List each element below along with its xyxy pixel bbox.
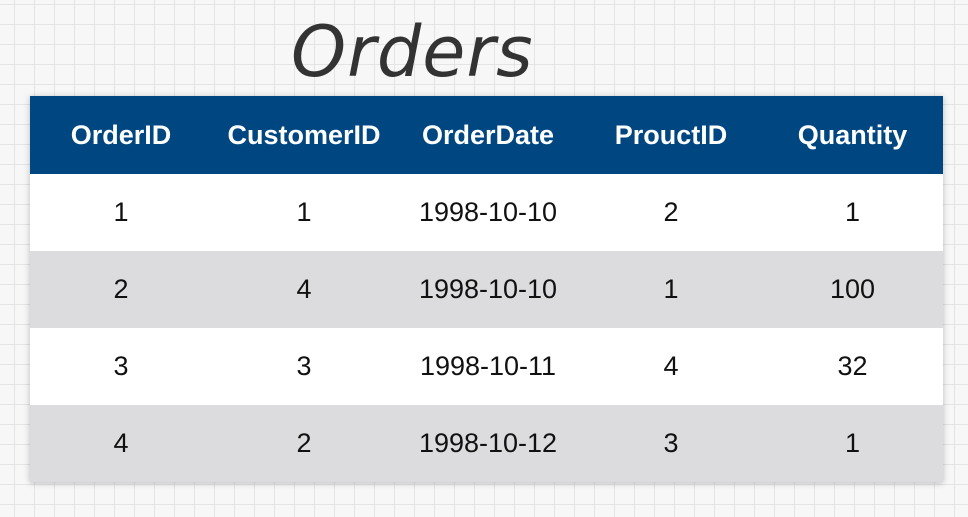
cell-customerid: 1 xyxy=(296,197,312,227)
cell-productid: 3 xyxy=(663,428,679,458)
table-row: 4 2 1998-10-12 3 1 xyxy=(30,405,943,482)
cell-orderdate: 1998-10-11 xyxy=(419,351,557,381)
cell-productid: 1 xyxy=(663,274,679,304)
cell-orderid: 3 xyxy=(113,351,129,381)
page-title: Orders xyxy=(291,11,534,93)
cell-quantity: 32 xyxy=(837,351,868,381)
column-header-customerid: CustomerID xyxy=(227,119,381,150)
table-row: 2 4 1998-10-10 1 100 xyxy=(30,251,943,328)
cell-orderdate: 1998-10-10 xyxy=(418,274,558,304)
cell-productid: 4 xyxy=(663,351,679,381)
cell-customerid: 4 xyxy=(296,274,312,304)
orders-table: OrderID CustomerID OrderDate ProuctID Qu… xyxy=(30,96,943,482)
cell-productid: 2 xyxy=(663,197,679,227)
column-header-productid: ProuctID xyxy=(614,119,728,150)
cell-orderdate: 1998-10-12 xyxy=(418,428,558,458)
column-header-orderdate: OrderDate xyxy=(421,119,555,150)
cell-customerid: 3 xyxy=(296,351,312,381)
cell-quantity: 1 xyxy=(844,197,861,227)
cell-quantity: 100 xyxy=(829,274,876,304)
table-header-row: OrderID CustomerID OrderDate ProuctID Qu… xyxy=(30,96,943,174)
cell-quantity: 1 xyxy=(844,428,861,458)
column-header-quantity: Quantity xyxy=(797,119,908,150)
cell-orderdate: 1998-10-10 xyxy=(418,197,558,227)
table-row: 1 1 1998-10-10 2 1 xyxy=(30,174,943,251)
cell-orderid: 2 xyxy=(113,274,129,304)
cell-orderid: 4 xyxy=(113,428,129,458)
column-header-orderid: OrderID xyxy=(70,119,172,150)
table-row: 3 3 1998-10-11 4 32 xyxy=(30,328,943,405)
cell-customerid: 2 xyxy=(296,428,312,458)
cell-orderid: 1 xyxy=(113,197,129,227)
